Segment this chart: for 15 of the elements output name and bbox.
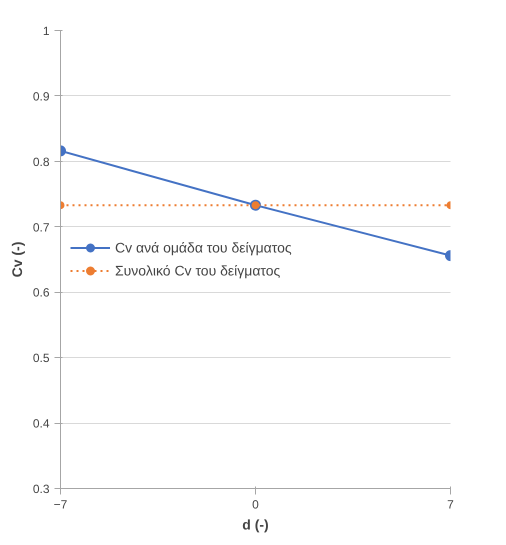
y-tick-label: 0.3: [32, 482, 50, 496]
x-axis-title: d (-): [242, 516, 269, 532]
x-tick-label: −7: [54, 498, 68, 512]
y-axis-title: Cv (-): [8, 242, 25, 278]
y-tick-label: 0.8: [32, 154, 50, 169]
y-tick-label: 0.6: [32, 286, 50, 300]
y-tick-label: 1: [42, 24, 50, 38]
x-tick-label: 0: [252, 498, 260, 512]
y-tick-label: 0.7: [32, 220, 50, 234]
y-tick-label: 0.4: [32, 416, 50, 431]
legend-label: Cv ανά ομάδα του δείγματος: [115, 240, 292, 256]
y-tick-label: 0.5: [32, 351, 50, 366]
y-tick-label: 0.9: [32, 89, 50, 104]
x-tick-label: 7: [447, 498, 454, 512]
legend-label: Συνολικό Cv του δείγματος: [115, 262, 280, 278]
